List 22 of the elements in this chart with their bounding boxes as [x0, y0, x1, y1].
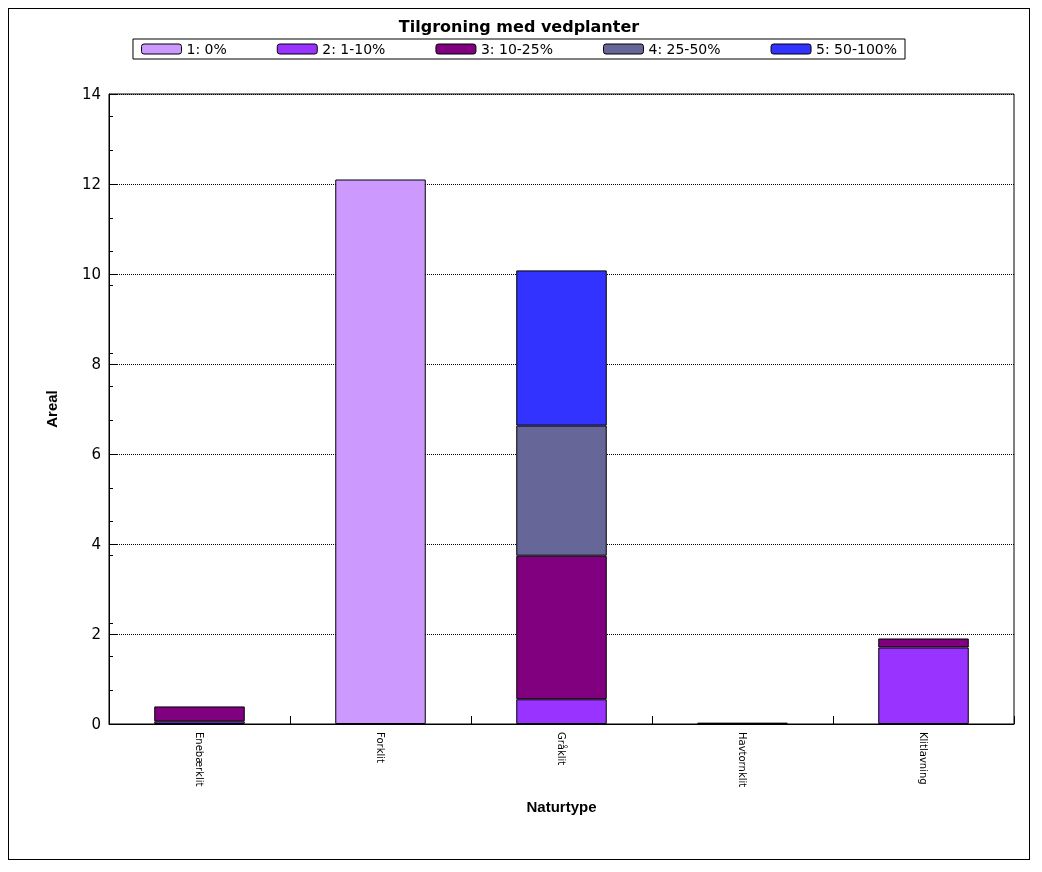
- x-tick-label: Enebærklit: [194, 732, 205, 787]
- y-tick-label: 14: [81, 85, 101, 103]
- legend-label: 4: 25-50%: [648, 41, 721, 57]
- legend-label: 3: 10-25%: [480, 41, 553, 57]
- x-tick-label: Gråklit: [556, 732, 568, 766]
- y-tick-label: 10: [81, 265, 101, 283]
- legend-label: 1: 0%: [186, 41, 227, 57]
- legend-label: 2: 1-10%: [322, 41, 386, 57]
- x-axis-title: Naturtype: [526, 798, 597, 815]
- y-tick-label: 4: [91, 535, 101, 553]
- x-tick-label: Klitlavning: [918, 732, 929, 785]
- y-tick-label: 6: [91, 445, 101, 463]
- y-tick-label: 0: [91, 715, 101, 733]
- y-axis-title: Areal: [43, 390, 60, 428]
- y-tick-label: 12: [81, 175, 101, 193]
- y-tick-label: 8: [91, 355, 101, 373]
- x-tick-label: Havtornklit: [737, 732, 748, 788]
- legend-label: 5: 50-100%: [816, 41, 898, 57]
- bar: [154, 706, 245, 722]
- chart-title: Tilgroning med vedplanter: [398, 16, 640, 36]
- x-tick-label: Forklit: [375, 732, 386, 763]
- y-tick-label: 2: [91, 625, 101, 643]
